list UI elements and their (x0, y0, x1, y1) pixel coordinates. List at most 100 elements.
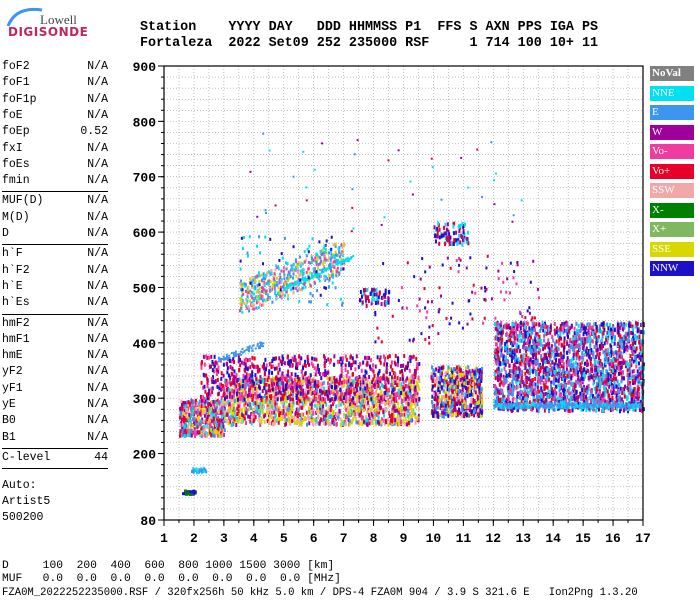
echo-point (319, 261, 322, 265)
echo-point (473, 388, 476, 393)
echo-point (312, 258, 315, 262)
echo-point (313, 393, 316, 398)
echo-point (300, 281, 303, 284)
echo-point (470, 379, 473, 384)
echo-point (378, 376, 381, 381)
echo-point (190, 408, 193, 413)
echo-point (196, 408, 199, 413)
echo-point (455, 388, 458, 393)
echo-point (317, 267, 320, 271)
echo-point (464, 380, 467, 385)
echo-point (522, 383, 525, 388)
echo-point (223, 389, 226, 394)
echo-point (403, 354, 406, 359)
echo-point (452, 413, 455, 418)
echo-point (193, 491, 197, 495)
echo-point (325, 258, 328, 262)
echo-point (283, 391, 286, 396)
echo-point (258, 294, 261, 298)
echo-point (301, 269, 304, 273)
echo-point (237, 419, 240, 424)
echo-point (320, 411, 323, 416)
echo-point (269, 394, 272, 399)
echo-point (289, 383, 292, 388)
echo-point (291, 286, 294, 290)
echo-point (333, 420, 336, 425)
echo-point (187, 433, 190, 438)
echo-point (287, 410, 290, 415)
echo-point (390, 399, 393, 404)
echo-point (389, 364, 392, 369)
echo-point (277, 370, 280, 375)
echo-point (202, 395, 205, 400)
echo-point (368, 416, 371, 421)
echo-point (458, 233, 461, 238)
echo-point (297, 390, 300, 395)
echo-point (523, 394, 526, 399)
echo-point (181, 407, 184, 412)
echo-point (246, 402, 249, 407)
echo-point (281, 354, 284, 359)
echo-point (335, 392, 338, 397)
echo-point (369, 366, 372, 371)
echo-point (230, 415, 233, 420)
echo-point (301, 397, 304, 402)
echo-point (569, 363, 572, 368)
echo-point (330, 379, 333, 384)
echo-point (252, 299, 255, 303)
echo-point (240, 300, 243, 304)
echo-point (443, 405, 446, 410)
echo-point (412, 399, 415, 404)
echo-point (338, 250, 341, 254)
echo-point (394, 371, 397, 376)
echo-point (342, 376, 345, 381)
echo-point (251, 379, 254, 384)
echo-point (370, 358, 373, 363)
echo-point (254, 347, 257, 350)
echo-point (256, 406, 259, 411)
echo-point (384, 382, 387, 387)
echo-point (289, 285, 292, 288)
echo-point (265, 390, 268, 395)
echo-point (222, 373, 225, 378)
echo-point (453, 221, 456, 226)
echo-point (385, 300, 388, 305)
echo-point (461, 383, 464, 388)
echo-point (386, 399, 389, 404)
echo-point (367, 295, 370, 300)
echo-point (310, 277, 313, 280)
echo-point (452, 401, 455, 406)
echo-point (254, 405, 257, 410)
echo-point (188, 413, 191, 418)
echo-point (333, 382, 336, 387)
echo-point (344, 392, 347, 397)
echo-point (397, 418, 400, 423)
echo-point (333, 389, 336, 394)
echo-point (257, 271, 260, 275)
echo-point (310, 387, 313, 392)
echo-point (247, 414, 250, 419)
echo-point (199, 407, 202, 412)
echo-point (412, 380, 415, 385)
echo-point (212, 427, 215, 432)
echo-point (266, 419, 269, 424)
echo-point (346, 391, 349, 396)
echo-point (336, 379, 339, 384)
echo-point (292, 402, 295, 407)
echo-point (252, 344, 255, 347)
echo-point (249, 281, 252, 285)
echo-point (409, 359, 412, 364)
echo-point (244, 362, 247, 367)
echo-point (283, 294, 286, 298)
echo-point (365, 298, 368, 303)
echo-point (391, 386, 394, 391)
echo-point (252, 278, 255, 282)
echo-point (458, 383, 461, 388)
echo-point (255, 306, 258, 310)
echo-point (314, 387, 317, 392)
echo-point (344, 367, 347, 372)
echo-point (220, 357, 223, 360)
echo-point (282, 384, 285, 389)
echo-point (328, 268, 331, 271)
echo-point (296, 419, 299, 424)
